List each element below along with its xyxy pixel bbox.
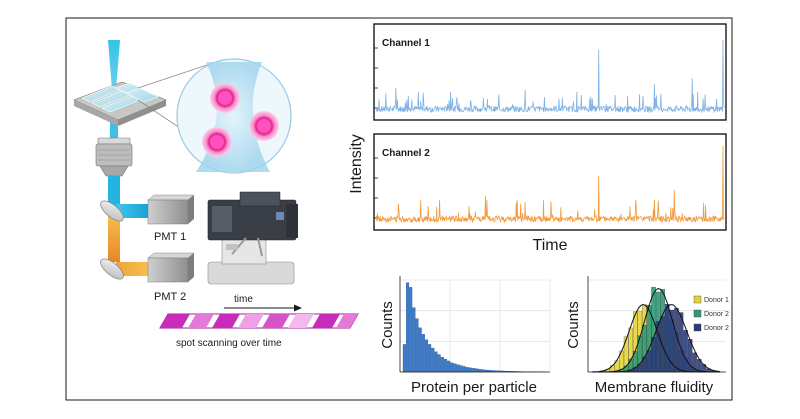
emission-beam-vertical bbox=[108, 176, 120, 206]
histogram1-bar bbox=[453, 363, 457, 373]
legend-label: Donor 2 bbox=[704, 311, 729, 318]
histogram1-bar bbox=[409, 287, 413, 373]
traces-ylabel: Intensity bbox=[348, 134, 365, 194]
channel1-panel bbox=[373, 23, 727, 121]
histogram1-bar bbox=[421, 334, 425, 373]
protein-histogram: Counts Protein per particle bbox=[379, 276, 551, 396]
well-plate bbox=[72, 81, 168, 126]
pmt2-detector bbox=[147, 252, 195, 283]
traces-xlabel: Time bbox=[533, 237, 568, 254]
channel1-trace bbox=[375, 39, 725, 114]
pmt1-label: PMT 1 bbox=[154, 231, 186, 243]
dichroic-mirror-1 bbox=[100, 200, 124, 222]
beam-to-mirror2 bbox=[108, 214, 120, 262]
channel2-trace bbox=[375, 145, 725, 224]
histogram1-xlabel: Protein per particle bbox=[411, 379, 537, 396]
channel2-ticks bbox=[374, 157, 378, 219]
histogram2-bar bbox=[665, 303, 670, 373]
laser-beam-top bbox=[108, 40, 120, 90]
scan-strip bbox=[159, 313, 359, 329]
histogram2-bar bbox=[646, 350, 652, 373]
histogram2-xlabel: Membrane fluidity bbox=[595, 379, 714, 396]
objective-lens bbox=[95, 137, 133, 177]
histogram1-bar bbox=[402, 344, 406, 373]
histogram1-bar bbox=[440, 357, 444, 373]
histogram1-bar bbox=[450, 362, 454, 373]
histogram1-bar bbox=[406, 282, 410, 373]
histogram1-bar bbox=[456, 364, 460, 373]
pmt2-label: PMT 2 bbox=[154, 291, 186, 303]
channel2-panel bbox=[373, 133, 727, 231]
legend-label: Donor 2 bbox=[704, 325, 729, 332]
histogram1-bar bbox=[424, 339, 428, 373]
intensity-traces: Intensity Channel 1 Channel 2 Time bbox=[348, 23, 727, 254]
beam-to-pmt2 bbox=[116, 262, 148, 276]
legend-swatch bbox=[693, 295, 702, 304]
histogram1-bar bbox=[428, 344, 432, 373]
histogram1-ylabel: Counts bbox=[379, 301, 396, 349]
histogram1-bar bbox=[434, 351, 438, 373]
channel1-ticks bbox=[374, 47, 378, 109]
histogram1-bar bbox=[478, 369, 482, 373]
histogram1-bar bbox=[465, 367, 470, 373]
histogram1-bar bbox=[418, 327, 422, 373]
magnified-focal-volume bbox=[176, 58, 292, 174]
histogram1-bar bbox=[462, 366, 466, 373]
histogram2-bar bbox=[683, 330, 688, 373]
beam-to-pmt1 bbox=[116, 204, 148, 218]
channel1-title: Channel 1 bbox=[382, 38, 430, 49]
time-label: time bbox=[234, 294, 253, 305]
histogram1-bar bbox=[443, 358, 447, 373]
microscope-instrument-icon bbox=[207, 191, 298, 285]
histogram1-bar bbox=[412, 307, 416, 373]
histogram1-bar bbox=[437, 354, 441, 373]
histogram2-legend: Donor 1 Donor 2 Donor 2 bbox=[693, 295, 729, 332]
scan-caption: spot scanning over time bbox=[176, 338, 282, 349]
pmt1-detector bbox=[147, 194, 195, 225]
histogram1-bar bbox=[447, 360, 451, 373]
legend-swatch bbox=[693, 323, 702, 332]
histogram2-bars bbox=[601, 286, 720, 373]
histogram2-ylabel: Counts bbox=[565, 301, 582, 349]
channel2-title: Channel 2 bbox=[382, 148, 430, 159]
histogram1-bar bbox=[475, 368, 479, 373]
histogram1-bars bbox=[402, 282, 545, 373]
laser-beam-mid bbox=[110, 118, 118, 140]
histogram1-bar bbox=[415, 318, 419, 373]
optical-schematic: PMT 1 PMT 2 time bbox=[72, 40, 359, 349]
histogram1-bar bbox=[431, 347, 435, 373]
histogram1-bar bbox=[459, 365, 463, 373]
legend-swatch bbox=[693, 309, 702, 318]
legend-label: Donor 1 bbox=[704, 297, 729, 304]
mirror-2 bbox=[100, 258, 124, 280]
histogram1-bar bbox=[469, 367, 473, 373]
histogram1-bar bbox=[472, 368, 476, 373]
histogram2-bar bbox=[660, 316, 665, 373]
